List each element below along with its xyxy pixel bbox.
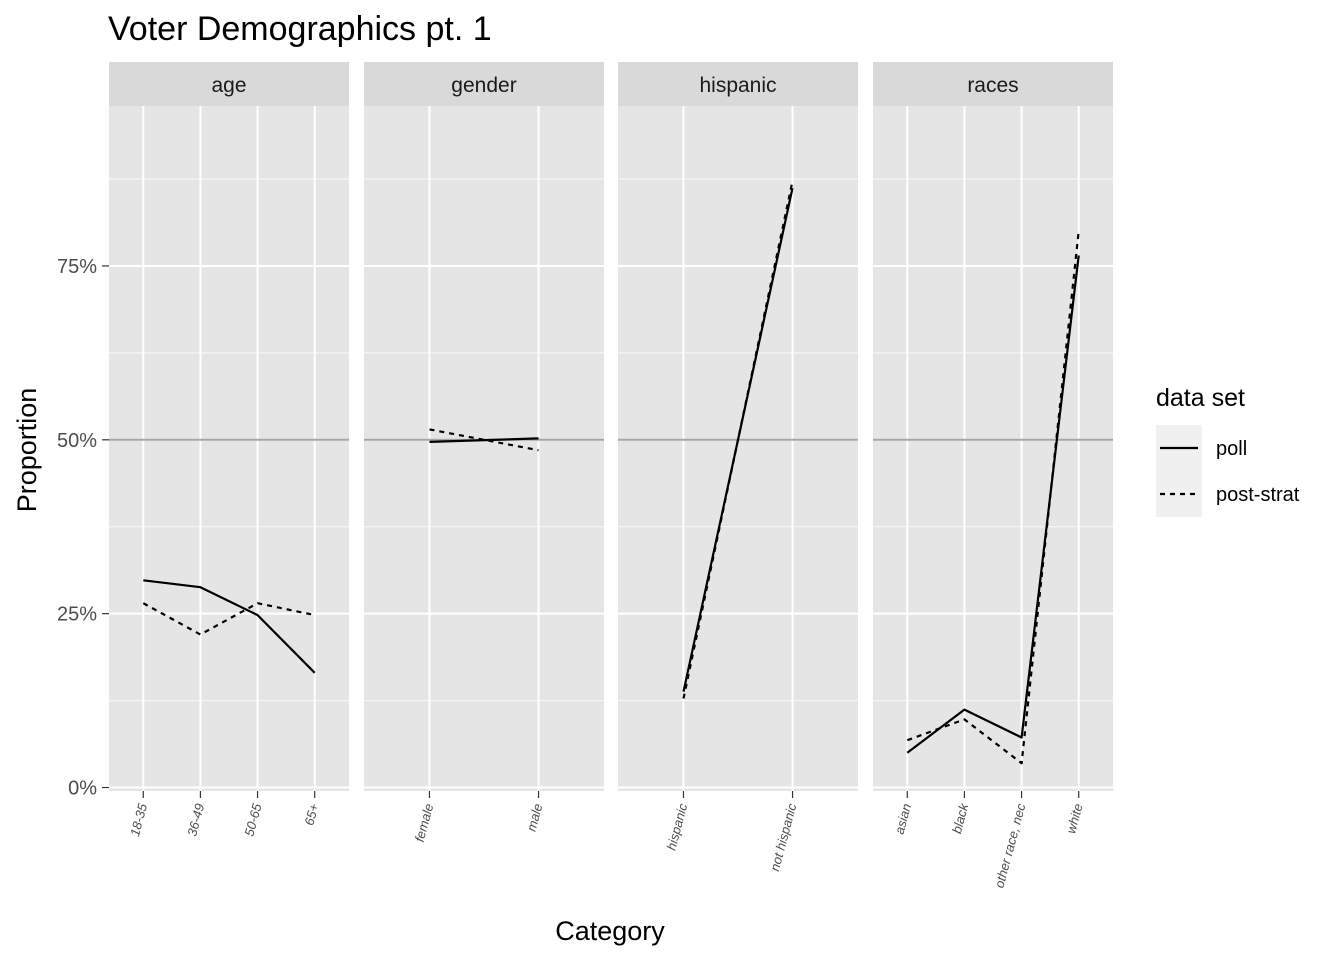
series-line-post-strat-hispanic [682, 180, 794, 699]
panel-background [364, 106, 604, 791]
panel-hispanic: hispanic hispanic not hispanic [618, 62, 858, 873]
x-axis-title: Category [555, 916, 665, 946]
facet-strip-label: hispanic [699, 74, 776, 97]
x-tick-label: female [412, 802, 437, 844]
series-line-post-strat-races [906, 231, 1080, 765]
series-line-poll-age [143, 579, 316, 674]
legend-title: data set [1156, 384, 1245, 412]
x-tick-label: other race, nec [992, 801, 1029, 889]
y-tick-label: 75% [57, 256, 97, 278]
facet-strip-label: races [967, 74, 1018, 97]
facet-strip-label: gender [451, 74, 516, 97]
legend-label-poll: poll [1216, 438, 1247, 460]
y-tick-label: 25% [57, 604, 97, 626]
legend-label-post-strat: post-strat [1216, 484, 1300, 506]
facet-strip [618, 62, 858, 106]
x-tick-label: asian [892, 802, 915, 836]
y-axis-title: Proportion [12, 388, 42, 513]
x-tick-label: 36-49 [184, 802, 207, 838]
facet-strip [873, 62, 1113, 106]
panel-background [618, 106, 858, 791]
x-tick-label: 50-65 [241, 801, 264, 838]
x-tick-label: white [1063, 802, 1085, 835]
facet-strip [109, 62, 349, 106]
panel-gender: gender female male [364, 62, 604, 843]
series-line-post-strat-age [142, 602, 315, 636]
chart-title: Voter Demographics pt. 1 [108, 10, 492, 48]
y-tick-label: 50% [57, 430, 97, 452]
y-tick-label: 0% [68, 778, 97, 800]
x-tick-label: not hispanic [767, 801, 800, 872]
x-tick-label: 65+ [301, 802, 321, 828]
panel-background [873, 106, 1113, 791]
panel-background [109, 106, 349, 791]
series-line-post-strat-gender [429, 428, 539, 452]
panel-age: age 18-35 36-49 50-65 65+ [109, 62, 349, 838]
legend: data set poll post-strat [1156, 384, 1300, 517]
facet-strip [364, 62, 604, 106]
x-tick-label: male [524, 802, 546, 833]
facet-panels: 0% 25% 50% 75% age 18-35 36-49 50-65 65+ gender fe… [57, 62, 1113, 890]
series-line-poll-gender [429, 437, 539, 443]
facet-strip-label: age [211, 74, 246, 97]
panel-races: races asian black other race, nec white [873, 62, 1113, 890]
x-tick-label: 18-35 [127, 801, 150, 838]
x-tick-label: hispanic [664, 801, 691, 851]
x-tick-label: black [949, 800, 972, 835]
